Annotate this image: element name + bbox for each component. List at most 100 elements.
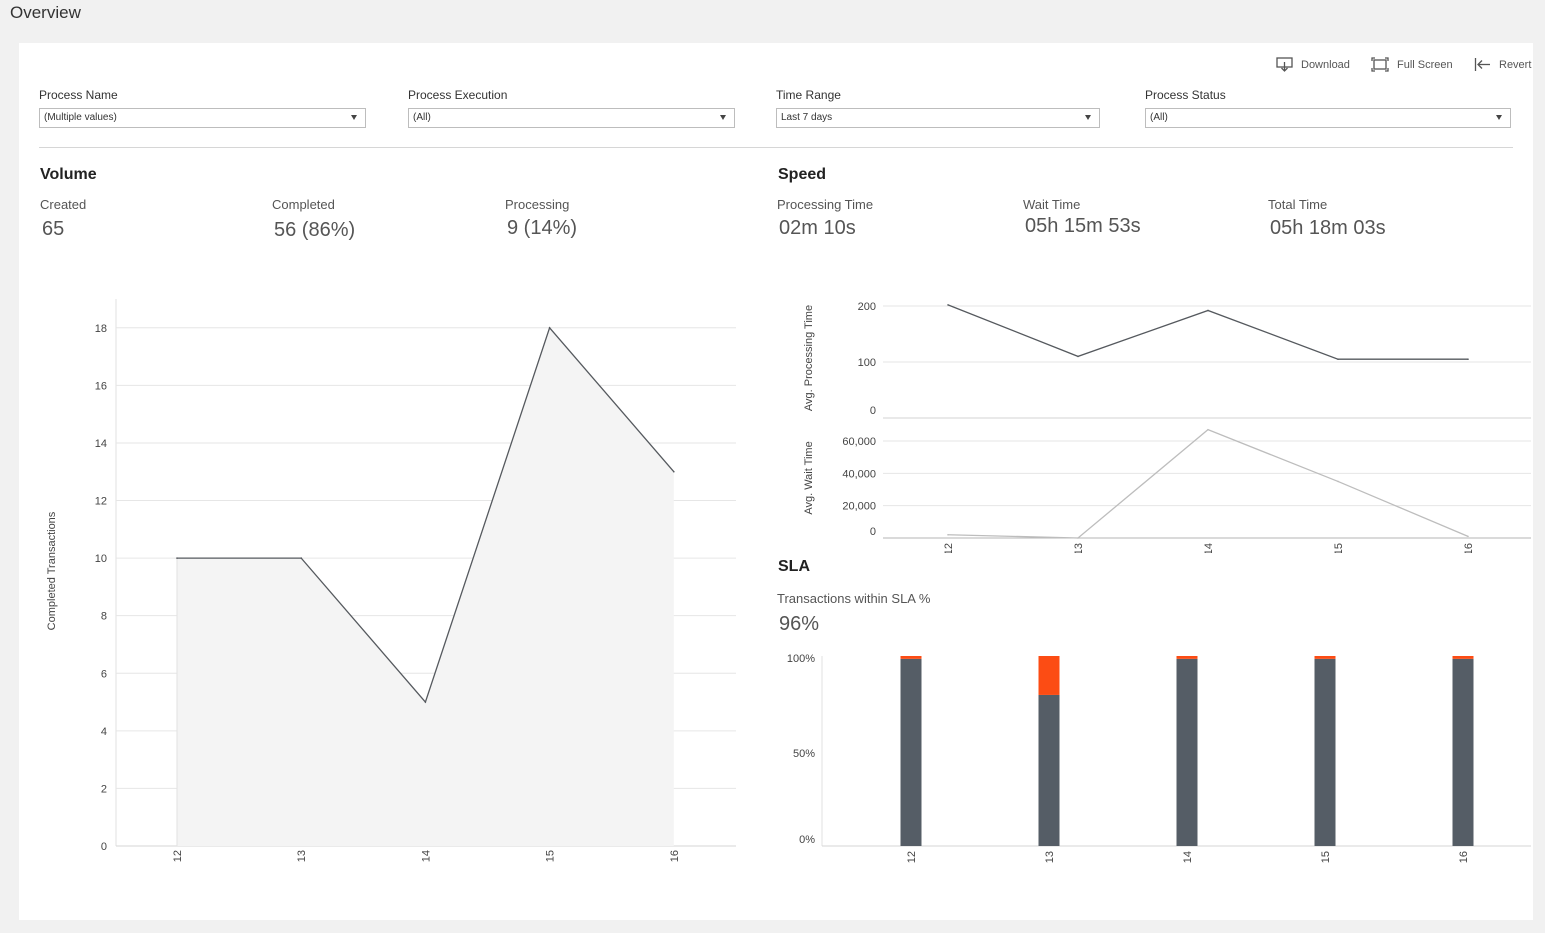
data-point: [1077, 537, 1079, 539]
data-point: [947, 304, 949, 306]
kpi-processing-time-value: 02m 10s: [779, 217, 856, 239]
x-tick-label: Aug 12: [943, 543, 955, 553]
y-tick-label: 40,000: [842, 468, 876, 480]
data-point: [176, 557, 178, 559]
y-tick-label: 18: [95, 323, 107, 335]
x-tick-label: Aug 13: [296, 850, 308, 863]
fullscreen-button[interactable]: Full Screen: [1371, 57, 1453, 72]
x-tick-label: Aug 16: [1458, 851, 1470, 863]
filter-label: Process Execution: [408, 88, 508, 102]
y-tick-label: 0: [870, 405, 876, 417]
data-point: [1207, 428, 1209, 431]
chevron-down-icon: [1085, 115, 1091, 120]
process-name-dropdown[interactable]: (Multiple values): [39, 108, 366, 128]
speed-title: Speed: [778, 166, 827, 183]
filter-process-name: Process Name (Multiple values): [39, 88, 366, 128]
y-tick-label: 4: [101, 726, 107, 738]
data-point: [300, 557, 303, 559]
dropdown-value: Last 7 days: [781, 112, 833, 123]
kpi-wait-time-value: 05h 15m 53s: [1025, 215, 1141, 237]
kpi-completed-value: 56 (86%): [274, 219, 356, 241]
dropdown-value: (Multiple values): [44, 112, 117, 123]
y-axis-label: Avg. Wait Time: [803, 441, 815, 514]
x-tick-label: Aug 15: [545, 850, 557, 863]
y-tick-label: 0: [101, 841, 107, 853]
data-point: [1337, 358, 1339, 360]
kpi-created-value: 65: [42, 218, 65, 240]
kpi-total-time-label: Total Time: [1268, 197, 1328, 212]
series-line: [947, 428, 1469, 539]
filter-process-status: Process Status (All): [1145, 88, 1511, 128]
x-tick-label: Aug 12: [906, 851, 918, 863]
y-tick-label: 100%: [787, 653, 815, 665]
revert-label: Revert: [1499, 58, 1532, 71]
process-status-dropdown[interactable]: (All): [1145, 108, 1511, 128]
y-tick-label: 100: [858, 357, 876, 369]
speed-chart: 0 100 200 Avg. Processing Time 0 20,000 40,000…: [803, 301, 1531, 553]
y-tick-label: 12: [95, 496, 107, 508]
bar-segment: [1176, 658, 1198, 846]
download-icon: [1276, 57, 1293, 72]
bar-segment: [1176, 656, 1198, 659]
y-tick-label: 20,000: [842, 501, 876, 513]
fullscreen-icon: [1371, 57, 1389, 72]
x-tick-label: Aug 15: [1320, 851, 1332, 863]
x-tick-label: Aug 16: [669, 850, 681, 863]
process-execution-dropdown[interactable]: (All): [408, 108, 735, 128]
y-tick-label: 200: [858, 301, 876, 313]
y-tick-label: 16: [95, 380, 107, 392]
bar-segment: [1038, 694, 1060, 846]
filter-label: Process Name: [39, 88, 118, 102]
time-range-dropdown[interactable]: Last 7 days: [776, 108, 1100, 128]
x-tick-label: Aug 16: [1463, 543, 1475, 553]
y-tick-label: 60,000: [842, 436, 876, 448]
kpi-completed-label: Completed: [272, 197, 335, 212]
dropdown-value: (All): [1150, 112, 1168, 123]
y-tick-label: 0: [870, 526, 876, 538]
kpi-processing-label: Processing: [505, 197, 570, 212]
filter-divider: [39, 147, 1513, 148]
filter-label: Process Status: [1145, 88, 1226, 102]
volume-chart: 0 2 4 6 8 10 12 14 16 18 Completed Transactions Aug…: [46, 299, 736, 863]
revert-button[interactable]: Revert: [1474, 57, 1531, 72]
bar-segment: [900, 656, 922, 659]
kpi-processing-time-label: Processing Time: [777, 197, 874, 212]
x-tick-label: Aug 12: [172, 850, 184, 863]
sla-title: SLA: [778, 558, 810, 575]
bar-segment: [1314, 658, 1336, 846]
data-point: [1207, 309, 1209, 312]
chevron-down-icon: [1496, 115, 1502, 120]
data-point: [1467, 358, 1469, 360]
data-point: [424, 701, 427, 703]
bar-segment: [900, 658, 922, 846]
dropdown-value: (All): [413, 112, 431, 123]
y-tick-label: 0%: [799, 834, 815, 846]
y-tick-label: 10: [95, 553, 107, 565]
download-label: Download: [1301, 58, 1350, 71]
data-point: [673, 470, 675, 473]
kpi-wait-time-label: Wait Time: [1023, 197, 1081, 212]
revert-icon: [1474, 58, 1490, 71]
bar-segment: [1038, 656, 1060, 695]
y-tick-label: 8: [101, 611, 107, 623]
x-tick-label: Aug 13: [1044, 851, 1056, 863]
data-point: [1337, 480, 1339, 483]
download-button[interactable]: Download: [1276, 57, 1350, 72]
data-point: [1467, 535, 1469, 538]
filter-time-range: Time Range Last 7 days: [776, 88, 1100, 128]
kpi-processing-value: 9 (14%): [507, 217, 578, 239]
x-tick-label: Aug 14: [1203, 543, 1215, 553]
filter-label: Time Range: [776, 88, 841, 102]
y-axis-label: Avg. Processing Time: [803, 305, 815, 411]
data-point: [1077, 355, 1079, 358]
x-tick-label: Aug 15: [1333, 543, 1345, 553]
y-tick-label: 14: [95, 438, 107, 450]
y-tick-label: 6: [101, 668, 107, 680]
x-tick-label: Aug 14: [420, 850, 432, 863]
kpi-total-time-value: 05h 18m 03s: [1270, 217, 1386, 239]
dashboard-panel: Download Full Screen Revert Process Name…: [19, 43, 1533, 920]
bar-segment: [1452, 656, 1474, 659]
sla-chart: 0% 50% 100% Aug 12 Aug 13 Aug 14 Aug 15 Aug 16: [787, 653, 1531, 863]
y-tick-label: 50%: [793, 748, 815, 760]
chevron-down-icon: [351, 115, 357, 120]
